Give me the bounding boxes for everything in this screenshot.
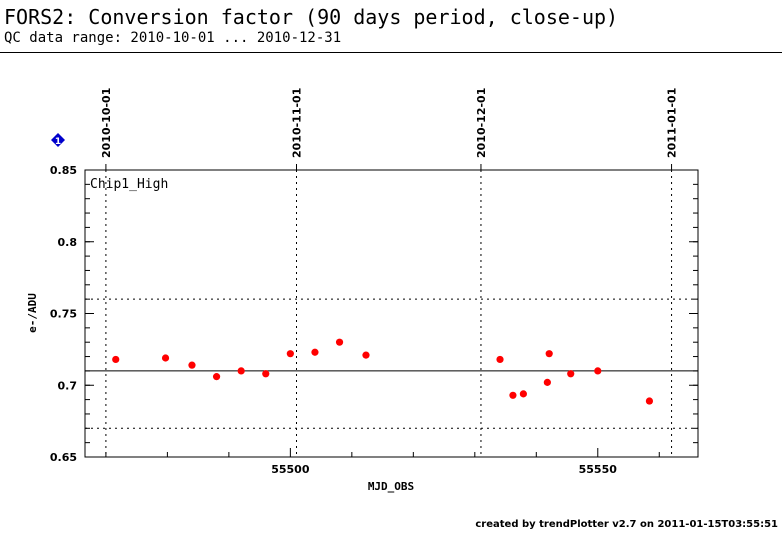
y-tick-label: 0.75: [50, 308, 77, 321]
date-gridlines: 2010-10-01 2010-11-01 2010-12-01 2011-01-01: [100, 88, 679, 457]
data-point: [509, 391, 517, 399]
data-point: [594, 367, 602, 375]
data-point: [311, 348, 319, 356]
data-point: [212, 373, 221, 381]
y-tick-label: 0.65: [50, 451, 77, 464]
footer-credit: created by trendPlotter v2.7 on 2011-01-…: [475, 519, 778, 530]
header-divider: [0, 52, 782, 53]
y-tick-label: 0.85: [50, 164, 77, 177]
data-point: [112, 355, 120, 364]
x-axis-label: MJD_OBS: [368, 480, 414, 493]
data-point: [362, 351, 370, 359]
y-tick-label: 0.8: [58, 236, 78, 249]
data-point: [543, 378, 551, 386]
axis-ticks: 0.65 0.7 0.75 0.8 0.85 55500 55550: [50, 164, 698, 476]
data-point: [645, 397, 654, 405]
diamond-marker-icon: 1: [51, 133, 65, 147]
data-point: [188, 361, 196, 369]
reference-lines: [85, 298, 698, 429]
x-tick-label: 55500: [271, 463, 310, 476]
data-point: [237, 367, 245, 375]
y-axis-label: e-/ADU: [26, 293, 39, 333]
diamond-shape: [51, 133, 65, 147]
data-point: [335, 338, 344, 346]
data-point: [519, 390, 527, 398]
page-title: FORS2: Conversion factor (90 days period…: [4, 5, 619, 29]
data-points: [112, 338, 654, 405]
panel-label: Chip1_High: [90, 177, 168, 192]
date-tick-label: 2011-01-01: [666, 88, 679, 158]
marker-label: 1: [55, 137, 61, 147]
date-tick-label: 2010-12-01: [475, 88, 488, 158]
plot-frame: [84, 169, 699, 458]
data-point: [545, 350, 553, 358]
data-point: [286, 350, 294, 358]
x-tick-label: 55550: [579, 463, 618, 476]
y-tick-label: 0.7: [58, 379, 78, 392]
data-point: [262, 370, 270, 378]
data-point: [161, 354, 170, 362]
date-tick-label: 2010-10-01: [100, 88, 113, 158]
data-point: [567, 370, 575, 378]
date-tick-label: 2010-11-01: [291, 88, 304, 158]
data-point: [496, 355, 504, 364]
page-subtitle: QC data range: 2010-10-01 ... 2010-12-31: [4, 30, 342, 46]
